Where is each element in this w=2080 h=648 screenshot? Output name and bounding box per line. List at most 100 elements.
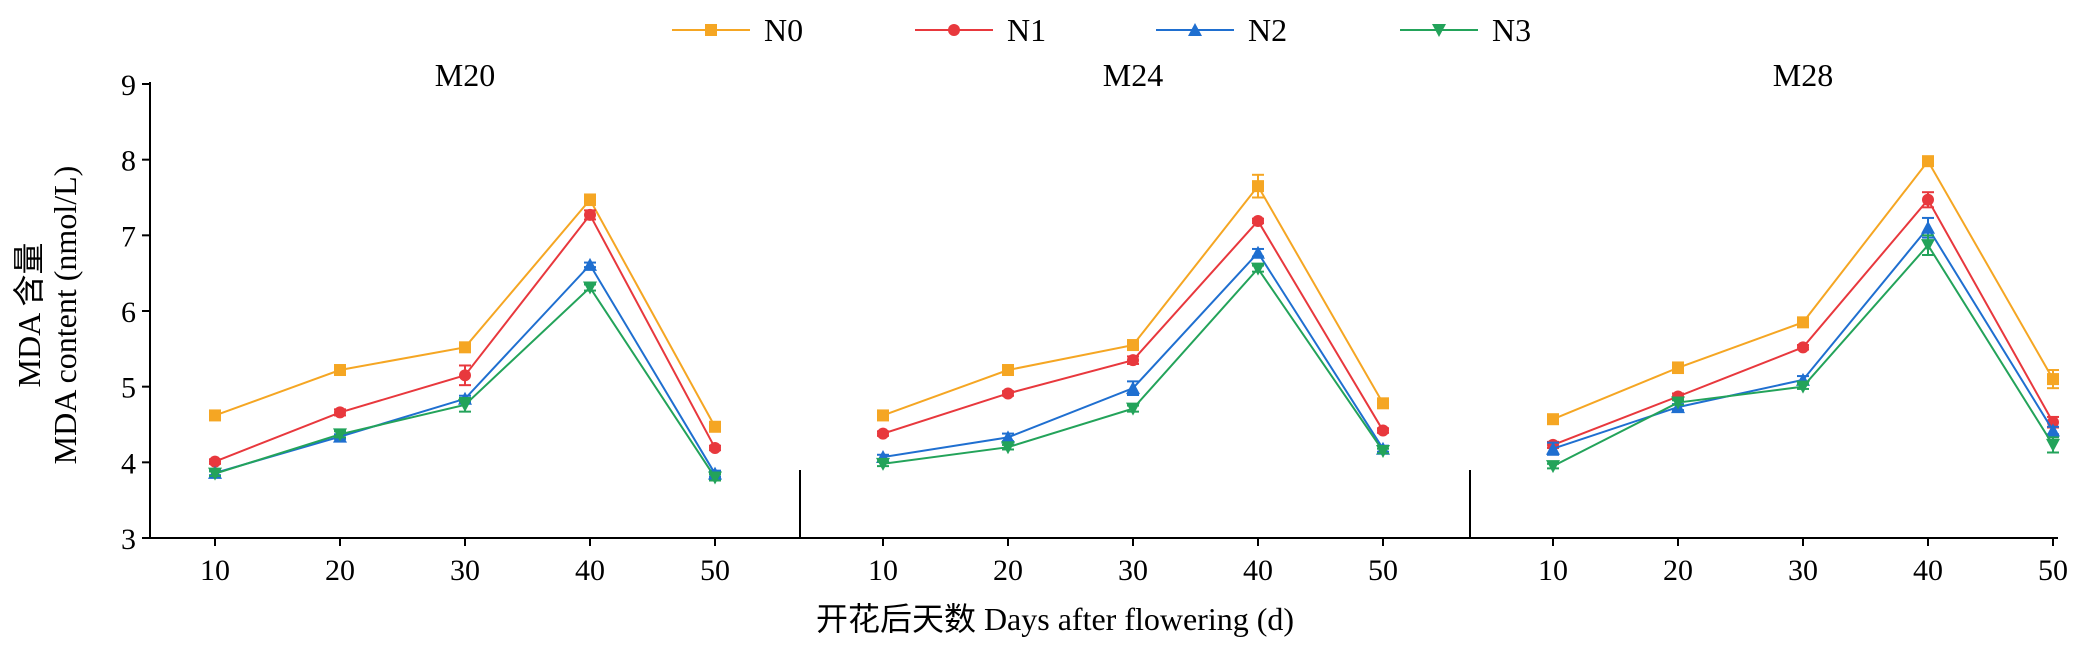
legend-label-n2: N2 (1248, 12, 1287, 48)
data-point-n1 (584, 208, 596, 221)
y-tick-label: 9 (121, 69, 136, 102)
x-tick-label: 20 (1663, 554, 1693, 587)
data-point-n1 (209, 455, 221, 468)
data-point-n2 (583, 257, 597, 271)
data-point-n0 (334, 364, 346, 377)
data-point-n2 (1251, 245, 1265, 259)
x-tick-label: 30 (450, 554, 480, 587)
x-tick-label: 10 (1538, 554, 1568, 587)
data-point-n2 (1546, 441, 1560, 455)
data-point-n3 (583, 281, 597, 295)
data-point-n1 (1797, 341, 1809, 354)
axes: 3 4 5 6 7 8 9 10 20 30 40 50 10 20 30 40 50 10 20 30 40 50 (121, 69, 2068, 587)
panel-m20: M20 (208, 57, 722, 485)
x-tick-label: 40 (575, 554, 605, 587)
data-point-n3 (876, 457, 890, 471)
data-point-n3 (1796, 380, 1810, 394)
y-tick-label: 3 (121, 523, 136, 556)
series-line-n1 (214, 213, 716, 463)
x-tick-label: 30 (1788, 554, 1818, 587)
data-point-n2 (1001, 430, 1015, 444)
data-point-n0 (1547, 413, 1559, 426)
legend-label-n0: N0 (764, 12, 803, 48)
data-point-n3 (1251, 262, 1265, 276)
data-point-n0 (1672, 361, 1684, 374)
panel-title: M24 (1103, 57, 1163, 93)
legend-marker-n1 (948, 24, 960, 36)
data-point-n1 (877, 427, 889, 440)
x-tick-label: 50 (1368, 554, 1398, 587)
series-n0 (877, 173, 1389, 422)
data-point-n0 (209, 409, 221, 422)
series-n2 (1546, 216, 2060, 456)
data-point-n3 (1671, 396, 1685, 410)
legend-entry-n1: N1 (915, 12, 1046, 48)
data-point-n0 (1127, 339, 1139, 352)
data-point-n0 (1922, 155, 1934, 168)
legend-label-n1: N1 (1007, 12, 1046, 48)
x-tick-label: 10 (868, 554, 898, 587)
data-point-n1 (459, 369, 471, 382)
legend-marker-n2 (1188, 23, 1202, 36)
legend-entry-n0: N0 (672, 12, 803, 48)
data-point-n0 (584, 193, 596, 206)
data-point-n1 (1377, 424, 1389, 437)
data-point-n0 (877, 409, 889, 422)
data-point-n0 (709, 420, 721, 433)
legend: N0 N1 N2 N3 (672, 12, 1531, 48)
x-tick-label: 20 (993, 554, 1023, 587)
data-point-n3 (333, 428, 347, 442)
data-point-n0 (1797, 316, 1809, 329)
x-tick-label: 20 (325, 554, 355, 587)
data-point-n2 (2046, 423, 2060, 437)
series-n0 (209, 193, 721, 433)
x-tick-label: 40 (1243, 554, 1273, 587)
series-n3 (876, 262, 1390, 471)
x-tick-label: 40 (1913, 554, 1943, 587)
y-tick-label: 6 (121, 296, 136, 329)
y-axis-title-english: MDA content (nmol/L) (47, 166, 83, 465)
legend-label-n3: N3 (1492, 12, 1531, 48)
y-tick-label: 4 (121, 447, 136, 480)
data-point-n3 (1126, 402, 1140, 416)
panel-m24: M24 (876, 57, 1390, 471)
series-n1 (1547, 191, 2059, 451)
data-point-n1 (1002, 387, 1014, 400)
data-point-n3 (1376, 444, 1390, 458)
panels: M20 M24 M28 (208, 57, 2060, 485)
y-axis-title-chinese: MDA 含量 (11, 243, 47, 388)
data-point-n3 (1546, 460, 1560, 474)
legend-marker-n3 (1432, 24, 1446, 37)
data-point-n2 (1126, 381, 1140, 395)
data-point-n3 (1001, 441, 1015, 455)
x-tick-label: 30 (1118, 554, 1148, 587)
data-point-n3 (208, 467, 222, 481)
series-n1 (877, 214, 1389, 440)
data-point-n1 (1252, 214, 1264, 227)
data-point-n3 (2046, 438, 2060, 452)
data-point-n1 (1127, 354, 1139, 367)
data-point-n2 (1921, 220, 1935, 234)
data-point-n1 (1922, 193, 1934, 206)
data-point-n3 (708, 471, 722, 485)
legend-marker-n0 (705, 24, 717, 36)
series-n3 (208, 281, 722, 485)
y-tick-label: 7 (121, 220, 136, 253)
data-point-n0 (1002, 364, 1014, 377)
data-point-n0 (2047, 373, 2059, 386)
x-tick-label: 50 (700, 554, 730, 587)
x-tick-label: 10 (200, 554, 230, 587)
panel-title: M20 (435, 57, 495, 93)
x-axis-title: 开花后天数 Days after flowering (d) (816, 601, 1294, 637)
series-line-n3 (1552, 243, 2054, 468)
panel-title: M28 (1773, 57, 1833, 93)
legend-entry-n3: N3 (1400, 12, 1531, 48)
data-point-n1 (709, 441, 721, 454)
legend-entry-n2: N2 (1156, 12, 1287, 48)
series-n0 (1547, 155, 2059, 426)
series-line-n1 (882, 219, 1384, 435)
x-tick-label: 50 (2038, 554, 2068, 587)
data-point-n0 (459, 341, 471, 354)
y-tick-label: 8 (121, 145, 136, 178)
